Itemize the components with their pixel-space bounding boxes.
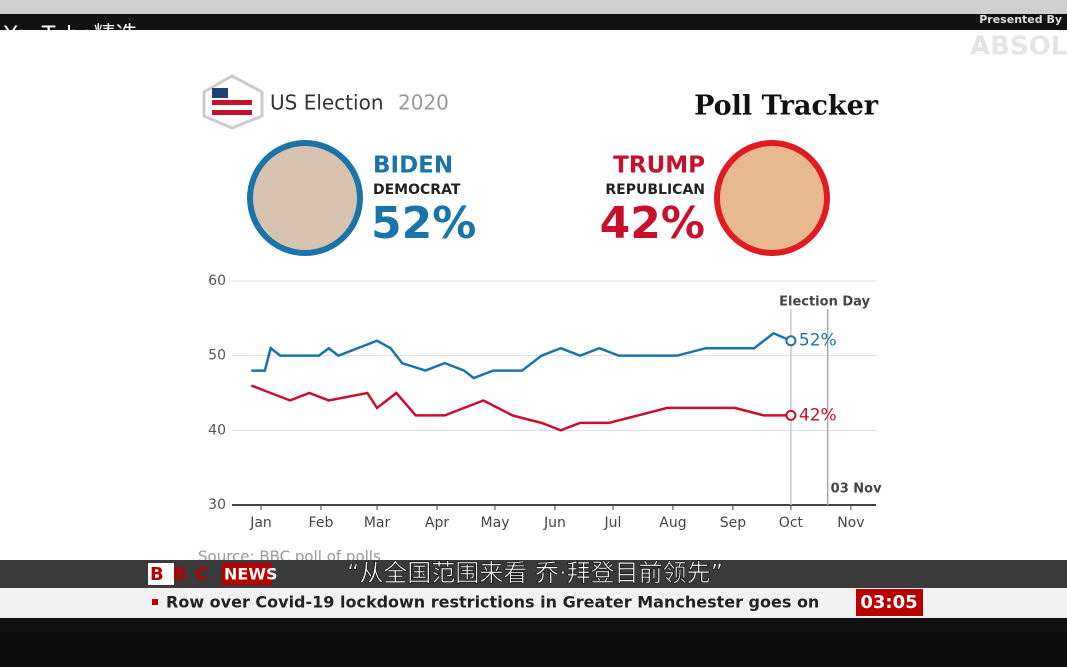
- sponsor: Presented By: [979, 13, 1062, 26]
- sponsor-brand: ABSOLUT: [970, 32, 1067, 62]
- candidate-share: 42%: [600, 198, 705, 249]
- header-title: Poll Tracker: [694, 91, 879, 122]
- series-line: [251, 331, 792, 380]
- portrait: [253, 146, 357, 250]
- series-line: [250, 384, 791, 432]
- subtitle-bar: [0, 560, 1067, 588]
- x-tick-label: Apr: [425, 515, 449, 531]
- clock-box: [856, 589, 923, 616]
- x-tick-label: Nov: [837, 515, 864, 531]
- x-tick-label: Oct: [779, 515, 804, 531]
- y-tick-label: 40: [208, 422, 226, 438]
- election-day-label: 03 Nov: [831, 482, 882, 497]
- candidate-party: REPUBLICAN: [605, 182, 705, 198]
- x-tick-label: Feb: [309, 515, 334, 531]
- news-logo: NEWS: [224, 565, 278, 584]
- logo-stripe: [212, 110, 252, 115]
- end-point: [785, 409, 797, 421]
- news-block: [222, 563, 272, 585]
- election-day-title: Election Day: [779, 295, 870, 310]
- end-point: [785, 335, 797, 347]
- x-tick-label: Jul: [604, 515, 622, 531]
- end-label: 42%: [799, 405, 837, 425]
- y-tick-label: 50: [208, 348, 226, 364]
- bbc-block: [148, 563, 174, 585]
- candidate-share: 52%: [371, 198, 476, 249]
- candidate-name: TRUMP: [613, 153, 705, 179]
- x-tick-label: Jan: [249, 515, 272, 531]
- graphic-panel: [0, 30, 1067, 560]
- y-tick-label: 30: [208, 497, 226, 513]
- bbc-logo: BBC: [150, 564, 218, 585]
- y-tick-label: 60: [208, 273, 226, 289]
- headline: Row over Covid-19 lockdown restrictions …: [166, 593, 819, 612]
- x-tick-label: May: [481, 515, 510, 531]
- portrait: [720, 146, 824, 250]
- subtitle: “从全国范围来看 乔·拜登目前领先”: [347, 559, 723, 587]
- candidate-party: DEMOCRAT: [373, 182, 461, 198]
- x-tick-label: Aug: [659, 515, 686, 531]
- logo-stripe: [212, 100, 252, 105]
- top-bar: [0, 0, 1067, 14]
- x-tick-label: Sep: [720, 515, 747, 531]
- x-tick-label: Mar: [364, 515, 391, 531]
- end-label: 52%: [799, 331, 837, 351]
- channel-label: YouTube精选: [3, 23, 137, 48]
- header-year: 2020: [398, 91, 449, 115]
- logo-stars: [212, 88, 228, 98]
- header-brand: US Election: [270, 91, 384, 115]
- bullet: [152, 599, 158, 605]
- bottom-bar: [0, 632, 1067, 667]
- candidate-name: BIDEN: [373, 153, 453, 179]
- clock: 03:05: [860, 592, 917, 613]
- x-tick-label: Jun: [543, 515, 566, 531]
